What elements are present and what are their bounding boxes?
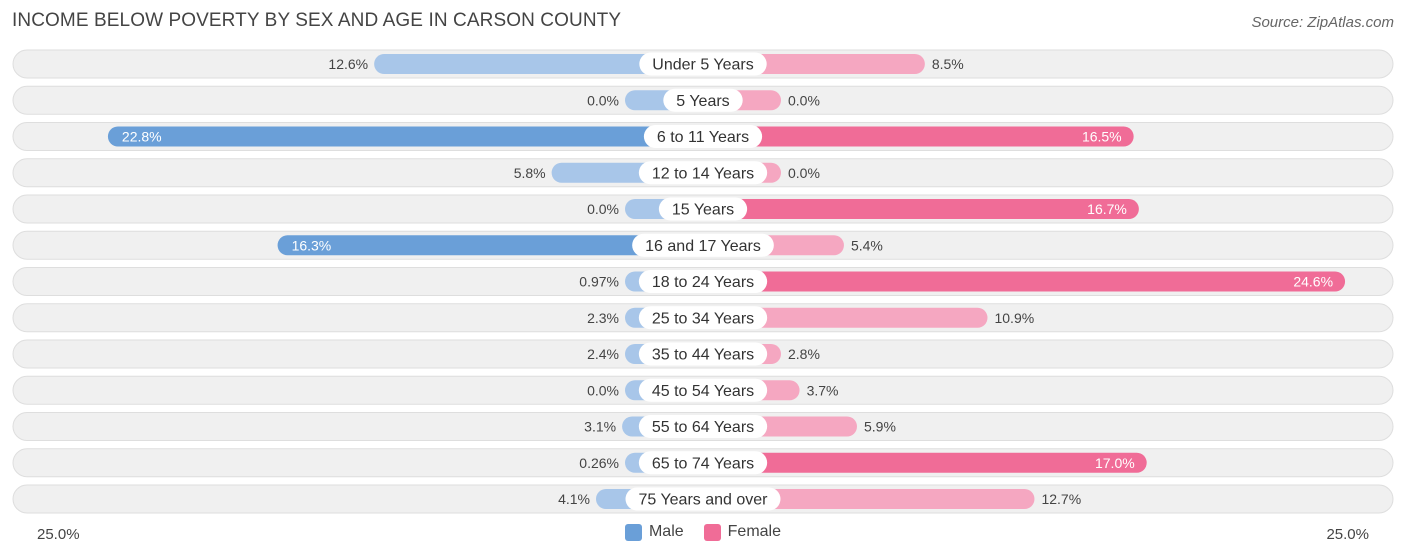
category-pill	[658, 197, 748, 221]
category-label: 25 to 34 Years	[652, 310, 754, 327]
female-value-label: 24.6%	[1293, 274, 1333, 290]
legend: Male Female	[0, 523, 1406, 541]
female-value-label: 5.9%	[864, 419, 896, 435]
male-value-label: 16.3%	[292, 237, 332, 253]
category-label: 75 Years and over	[639, 492, 769, 509]
female-value-label: 3.7%	[807, 382, 839, 398]
male-value-label: 0.26%	[579, 455, 619, 471]
male-value-label: 4.1%	[558, 491, 590, 507]
legend-item-male: Male	[624, 523, 684, 541]
category-label: 16 and 17 Years	[645, 238, 761, 255]
male-bar	[107, 126, 704, 147]
category-pill	[632, 233, 774, 257]
male-value-label: 2.3%	[587, 310, 619, 326]
category-pill	[638, 378, 768, 402]
category-pill	[638, 342, 768, 366]
male-value-label: 22.8%	[122, 129, 162, 145]
category-label: 18 to 24 Years	[652, 274, 754, 291]
category-label: 45 to 54 Years	[652, 383, 754, 400]
category-label: 5 Years	[676, 93, 729, 110]
female-bar	[703, 271, 1346, 292]
category-pill	[638, 306, 768, 330]
category-pill	[638, 161, 768, 185]
chart-title: INCOME BELOW POVERTY BY SEX AND AGE IN C…	[12, 10, 622, 31]
category-label: 55 to 64 Years	[652, 419, 754, 436]
source-credit: Source: ZipAtlas.com	[1251, 14, 1394, 31]
category-pill	[638, 270, 768, 293]
category-pill	[663, 88, 743, 112]
category-pill	[638, 415, 768, 438]
category-label: 65 to 74 Years	[652, 455, 754, 472]
male-value-label: 0.0%	[587, 382, 619, 398]
female-swatch	[703, 523, 721, 541]
female-value-label: 2.8%	[788, 346, 820, 362]
female-bar	[703, 307, 988, 328]
female-value-label: 16.7%	[1087, 201, 1127, 217]
male-value-label: 2.4%	[587, 346, 619, 362]
male-value-label: 5.8%	[514, 165, 546, 181]
female-value-label: 0.0%	[788, 165, 820, 181]
male-value-label: 3.1%	[584, 419, 616, 435]
legend-item-female: Female	[703, 523, 782, 541]
female-value-label: 10.9%	[994, 310, 1034, 326]
category-pill	[638, 451, 768, 475]
axis-max-label: 25.0%	[1326, 526, 1369, 543]
category-pill	[639, 52, 767, 76]
category-label: Under 5 Years	[652, 57, 753, 74]
category-pill	[643, 125, 763, 148]
female-value-label: 5.4%	[851, 237, 883, 253]
category-label: 6 to 11 Years	[657, 129, 749, 146]
male-value-label: 0.97%	[579, 274, 619, 290]
male-swatch	[624, 523, 642, 541]
female-bar	[703, 452, 1147, 473]
axis-min-label: 25.0%	[37, 526, 80, 543]
category-label: 12 to 14 Years	[652, 165, 754, 182]
female-value-label: 8.5%	[932, 56, 964, 72]
category-pill	[625, 487, 781, 511]
category-label: 15 Years	[672, 202, 734, 219]
female-bar	[703, 199, 1139, 219]
male-bar	[374, 54, 703, 74]
female-value-label: 17.0%	[1095, 455, 1135, 471]
female-value-label: 12.7%	[1041, 491, 1081, 507]
male-value-label: 12.6%	[328, 56, 368, 72]
female-bar	[703, 489, 1035, 509]
female-value-label: 0.0%	[788, 92, 820, 108]
female-bar	[703, 126, 1134, 147]
male-value-label: 0.0%	[587, 92, 619, 108]
male-value-label: 0.0%	[587, 201, 619, 217]
legend-label-female: Female	[727, 523, 782, 540]
female-value-label: 16.5%	[1082, 129, 1122, 145]
male-bar	[277, 235, 703, 256]
legend-label-male: Male	[648, 523, 684, 540]
category-label: 35 to 44 Years	[652, 347, 754, 364]
